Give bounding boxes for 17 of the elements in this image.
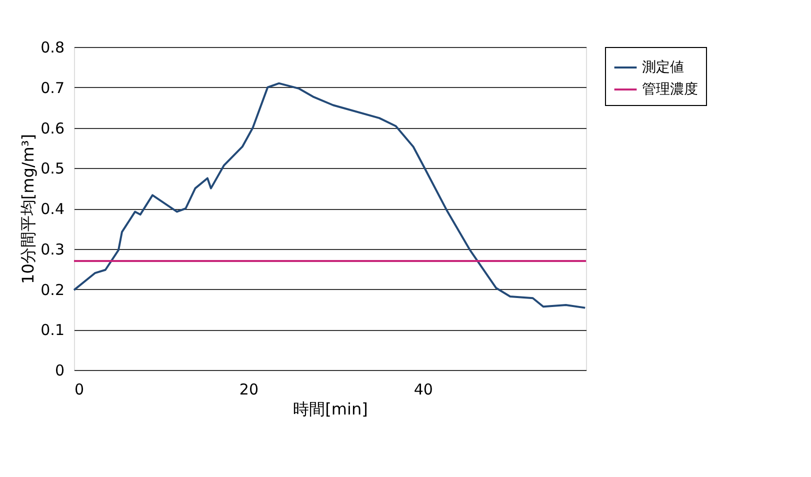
x-tick-label: 0	[74, 380, 84, 398]
y-axis-title: 10分間平均[mg/m³]	[18, 134, 38, 284]
y-tick-label: 0	[54, 362, 64, 380]
y-tick-label: 0.2	[40, 280, 64, 299]
y-tick-label: 0.7	[40, 78, 64, 97]
x-tick-label: 20	[239, 380, 258, 398]
y-tick-label: 0.4	[40, 200, 64, 218]
line-series	[73, 82, 586, 309]
x-axis-title: 時間[min]	[293, 400, 368, 418]
y-tick-label: 0.8	[40, 38, 64, 56]
y-tick-label: 0.5	[40, 160, 64, 178]
legend-label: 管理濃度	[642, 82, 698, 98]
legend-label: 測定値	[642, 60, 684, 76]
y-tick-label: 0.3	[40, 240, 64, 258]
y-tick-label: 0.6	[40, 119, 64, 138]
y-tick-label: 0.1	[40, 321, 64, 340]
x-tick-label: 40	[414, 380, 433, 398]
